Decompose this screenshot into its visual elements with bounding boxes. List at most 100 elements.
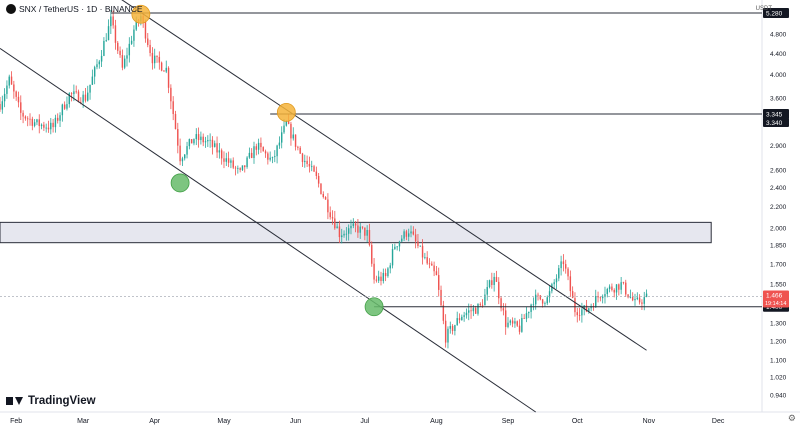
candle[interactable]	[403, 229, 405, 241]
candle[interactable]	[204, 136, 207, 148]
candle[interactable]	[165, 60, 167, 74]
candle[interactable]	[504, 303, 507, 335]
candle[interactable]	[488, 279, 491, 289]
candle[interactable]	[396, 246, 398, 251]
candle[interactable]	[267, 151, 269, 165]
candle[interactable]	[641, 299, 643, 311]
candle[interactable]	[447, 326, 449, 349]
candle[interactable]	[170, 84, 172, 110]
candle[interactable]	[622, 281, 625, 285]
candle[interactable]	[117, 41, 119, 54]
candle[interactable]	[253, 141, 255, 164]
candle[interactable]	[227, 151, 230, 168]
candle[interactable]	[220, 148, 223, 165]
candle[interactable]	[364, 227, 366, 241]
candle[interactable]	[59, 112, 61, 128]
candle[interactable]	[516, 320, 518, 327]
candle[interactable]	[193, 138, 195, 146]
candle[interactable]	[405, 229, 408, 241]
candle[interactable]	[541, 298, 544, 308]
candle[interactable]	[537, 292, 539, 301]
candle[interactable]	[299, 146, 301, 155]
candle[interactable]	[174, 110, 177, 130]
candle[interactable]	[331, 210, 334, 225]
candle[interactable]	[514, 317, 516, 328]
candle[interactable]	[373, 258, 375, 284]
chart-title-bar[interactable]: SNX / TetherUS · 1D · BINANCE	[6, 4, 143, 14]
candle[interactable]	[75, 85, 77, 94]
candle[interactable]	[239, 167, 241, 173]
candle[interactable]	[181, 156, 184, 166]
candle[interactable]	[209, 133, 211, 148]
candle[interactable]	[599, 296, 602, 302]
candles[interactable]	[0, 9, 648, 349]
candle[interactable]	[578, 307, 581, 321]
candle[interactable]	[283, 119, 285, 134]
candle[interactable]	[47, 120, 50, 133]
candle[interactable]	[412, 226, 415, 236]
candle[interactable]	[567, 267, 569, 281]
candle[interactable]	[479, 302, 482, 308]
candle[interactable]	[371, 241, 373, 267]
candle[interactable]	[456, 311, 458, 326]
candle[interactable]	[112, 10, 114, 29]
candle[interactable]	[449, 321, 451, 334]
candle[interactable]	[158, 51, 161, 70]
candle[interactable]	[382, 268, 385, 284]
candle[interactable]	[114, 19, 117, 50]
candle[interactable]	[523, 314, 525, 319]
candle[interactable]	[66, 96, 68, 111]
candle[interactable]	[643, 291, 645, 311]
candle[interactable]	[601, 294, 604, 304]
candle[interactable]	[645, 289, 648, 298]
candle[interactable]	[417, 233, 419, 249]
candle[interactable]	[322, 191, 324, 199]
candle[interactable]	[149, 39, 151, 57]
candle[interactable]	[297, 145, 299, 151]
candle[interactable]	[558, 264, 560, 282]
candle[interactable]	[255, 143, 258, 156]
candle[interactable]	[334, 210, 336, 230]
candle[interactable]	[509, 319, 512, 326]
candle[interactable]	[604, 286, 606, 304]
candle[interactable]	[10, 71, 13, 85]
candle[interactable]	[107, 19, 110, 41]
candle[interactable]	[343, 230, 345, 238]
candle[interactable]	[581, 302, 583, 323]
candle[interactable]	[250, 148, 253, 159]
candle[interactable]	[636, 292, 639, 301]
candle[interactable]	[186, 141, 188, 159]
candle[interactable]	[444, 314, 447, 348]
candle[interactable]	[84, 87, 87, 103]
candle[interactable]	[419, 245, 421, 247]
candle[interactable]	[271, 156, 274, 164]
candle[interactable]	[407, 228, 410, 242]
candle[interactable]	[625, 279, 627, 297]
candle[interactable]	[274, 150, 276, 163]
candle[interactable]	[511, 317, 514, 328]
green-marker-april-low[interactable]	[170, 173, 190, 193]
candle[interactable]	[590, 303, 592, 312]
candle[interactable]	[336, 223, 338, 229]
candle[interactable]	[477, 303, 479, 316]
candle[interactable]	[611, 283, 613, 292]
candle[interactable]	[327, 193, 329, 220]
candle[interactable]	[63, 101, 66, 110]
candle[interactable]	[618, 283, 620, 296]
candle[interactable]	[320, 183, 322, 195]
candle[interactable]	[539, 295, 542, 301]
candle[interactable]	[218, 143, 221, 159]
candle[interactable]	[391, 244, 394, 269]
candle[interactable]	[244, 165, 246, 173]
candle[interactable]	[461, 314, 463, 321]
candle[interactable]	[634, 293, 636, 306]
candle[interactable]	[493, 272, 495, 292]
candle[interactable]	[105, 33, 107, 43]
candle[interactable]	[486, 280, 488, 301]
candle[interactable]	[620, 276, 622, 295]
candle[interactable]	[569, 270, 572, 297]
candle[interactable]	[172, 96, 174, 121]
tradingview-brand[interactable]: TradingView	[6, 395, 96, 407]
candle[interactable]	[495, 270, 498, 282]
